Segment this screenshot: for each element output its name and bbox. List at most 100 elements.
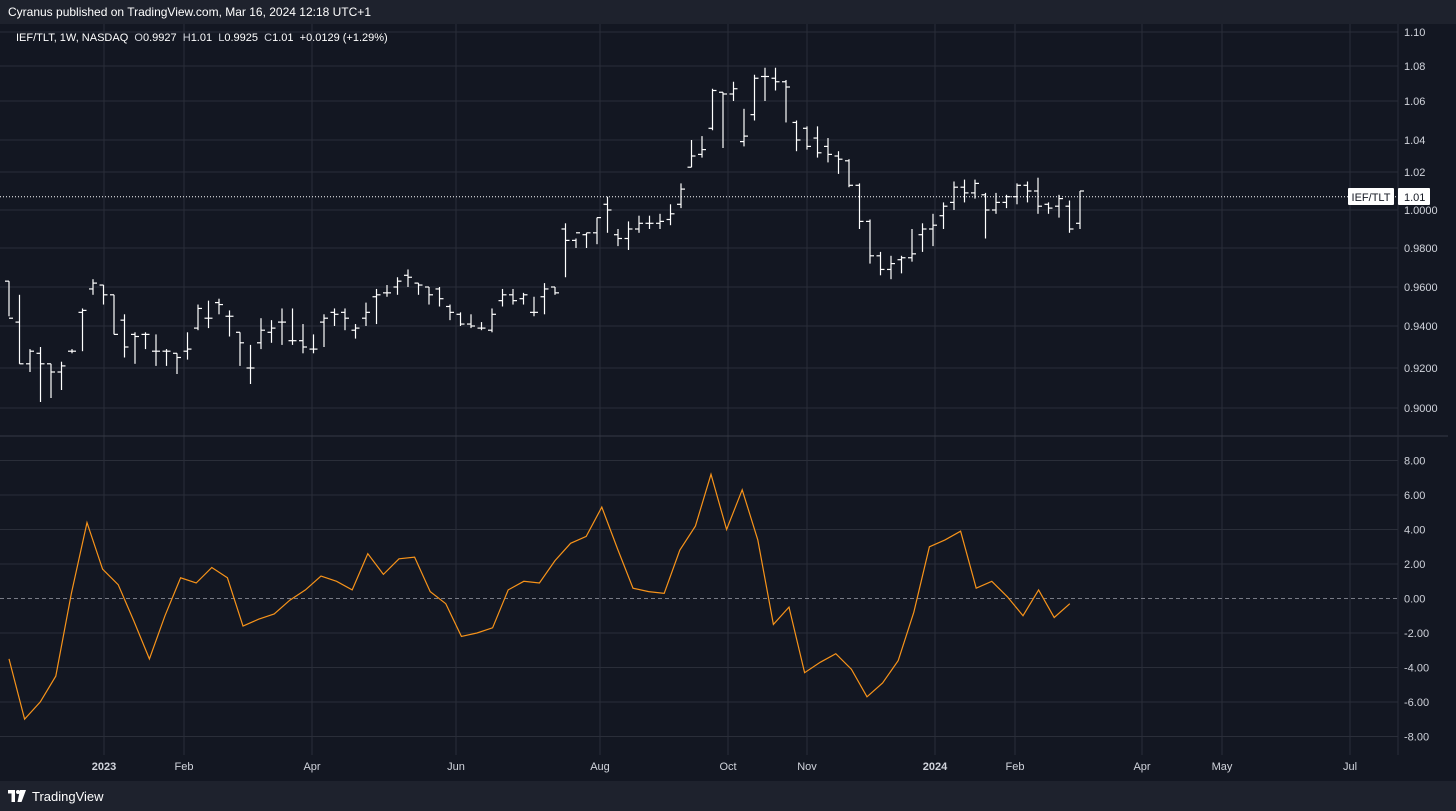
- ohlc-bar: [708, 88, 717, 131]
- ohlc-bar: [782, 80, 790, 123]
- legend-open-value: 0.9927: [142, 32, 177, 44]
- ohlc-bar: [404, 269, 412, 287]
- ohlc-bar: [981, 192, 990, 239]
- price-tick-label: 0.9400: [1404, 321, 1438, 333]
- ohlc-bar: [509, 288, 517, 305]
- ohlc-bar: [246, 344, 255, 384]
- ohlc-bar: [813, 126, 822, 158]
- ohlc-bar: [309, 334, 318, 354]
- ohlc-bar: [393, 277, 402, 295]
- oscillator-tick-label: -4.00: [1404, 662, 1429, 674]
- ohlc-bar: [1055, 194, 1063, 218]
- price-tick-label: 0.9200: [1404, 363, 1438, 375]
- ohlc-bar: [624, 221, 633, 250]
- tradingview-brand: TradingView: [32, 788, 104, 804]
- ohlc-bar: [435, 287, 444, 307]
- price-tag-symbol-box: [1348, 188, 1394, 205]
- tradingview-logo[interactable]: TradingView: [8, 789, 104, 804]
- ohlc-bar: [887, 255, 895, 280]
- ohlc-bar: [26, 349, 34, 372]
- ohlc-bars: [5, 67, 1084, 402]
- ohlc-bar: [78, 308, 87, 352]
- ohlc-bar: [47, 363, 55, 398]
- tradingview-logo-icon: [8, 790, 26, 802]
- time-tick-label: Aug: [590, 761, 610, 773]
- ohlc-bar: [467, 314, 475, 329]
- chart-area[interactable]: 0.9000 0.9200 0.9400 0.9600 0.9800 1.0000 1.02…: [0, 24, 1456, 781]
- ohlc-bar: [204, 300, 213, 329]
- oscillator-tick-label: -6.00: [1404, 697, 1429, 709]
- oscillator-axis[interactable]: -8.00 -6.00 -4.00 -2.00 0.00 2.00 4.00 6.00 8.00: [1404, 456, 1429, 744]
- ohlc-bar: [488, 308, 496, 333]
- time-tick-label: Jun: [447, 761, 465, 773]
- time-tick-label: 2024: [923, 761, 948, 773]
- ohlc-bar: [603, 196, 612, 233]
- ohlc-bar: [89, 279, 97, 295]
- ohlc-bar: [719, 91, 727, 148]
- price-tag-value-box: [1398, 188, 1430, 205]
- ohlc-bar: [614, 229, 622, 247]
- price-tick-label: 0.9600: [1404, 282, 1438, 294]
- ohlc-bar: [771, 67, 780, 91]
- oscillator-tick-label: -2.00: [1404, 628, 1429, 640]
- ohlc-bar: [257, 318, 265, 350]
- ohlc-bar: [540, 283, 549, 315]
- ohlc-bar: [414, 282, 423, 295]
- ohlc-bar: [162, 349, 171, 366]
- ohlc-bar: [530, 296, 538, 317]
- oscillator-line: [8, 472, 1071, 721]
- ohlc-bar: [645, 215, 654, 229]
- legend-symbol: IEF/TLT, 1W, NASDAQ: [16, 32, 129, 44]
- ohlc-bar: [897, 255, 906, 274]
- ohlc-bar: [183, 332, 192, 360]
- ohlc-bar: [267, 320, 276, 343]
- ohlc-bar: [141, 332, 150, 350]
- ohlc-bar: [939, 202, 948, 229]
- time-tick-label: Jul: [1343, 761, 1357, 773]
- ohlc-bar: [120, 314, 129, 358]
- ohlc-bar: [320, 314, 328, 347]
- price-tag-value: 1.01: [1404, 192, 1425, 204]
- ohlc-bar: [519, 292, 528, 305]
- ohlc-bar: [1034, 177, 1042, 214]
- ohlc-bar: [498, 288, 507, 307]
- price-tick-label: 0.9800: [1404, 243, 1438, 255]
- ohlc-bar: [908, 229, 916, 262]
- legend-low-label: L: [218, 32, 225, 44]
- ohlc-bar: [477, 322, 486, 331]
- ohlc-bar: [341, 308, 349, 331]
- ohlc-bar: [929, 213, 937, 247]
- ohlc-bar: [5, 280, 13, 319]
- time-tick-label: Oct: [719, 761, 736, 773]
- ohlc-bar: [152, 334, 160, 366]
- ohlc-bar: [1076, 190, 1084, 229]
- ohlc-bar: [131, 332, 139, 364]
- ohlc-bar: [824, 138, 832, 163]
- time-tick-label: May: [1212, 761, 1233, 773]
- price-axis[interactable]: 0.9000 0.9200 0.9400 0.9600 0.9800 1.0000 1.02…: [1404, 27, 1438, 415]
- ohlc-bar: [582, 232, 591, 248]
- ohlc-bar: [866, 219, 874, 264]
- ohlc-bar: [740, 108, 748, 147]
- time-axis[interactable]: 2023 Feb Apr Jun Aug Oct Nov 2024 Feb Apr May Jul: [92, 761, 1357, 773]
- ohlc-bar: [876, 251, 885, 276]
- legend-high-label: H: [182, 32, 191, 44]
- ohlc-bar: [288, 308, 297, 345]
- ohlc-bar: [666, 204, 675, 226]
- ohlc-bar: [1002, 194, 1011, 209]
- ohlc-bar: [351, 324, 360, 339]
- publish-header: Cyranus published on TradingView.com, Ma…: [0, 0, 1456, 24]
- ohlc-bar: [561, 223, 570, 278]
- oscillator-tick-label: 4.00: [1404, 525, 1425, 537]
- ohlc-bar: [68, 349, 76, 354]
- ohlc-bar: [950, 181, 958, 210]
- price-tick-label: 1.0000: [1404, 205, 1438, 217]
- ohlc-bar: [456, 312, 465, 326]
- ohlc-bar: [855, 183, 864, 229]
- ohlc-bar: [992, 192, 1000, 214]
- legend-low-value: 0.9925: [224, 32, 259, 44]
- ohlc-bar: [803, 126, 811, 150]
- time-tick-label: Feb: [175, 761, 194, 773]
- oscillator-tick-label: 0.00: [1404, 594, 1425, 606]
- ohlc-bar: [572, 232, 580, 248]
